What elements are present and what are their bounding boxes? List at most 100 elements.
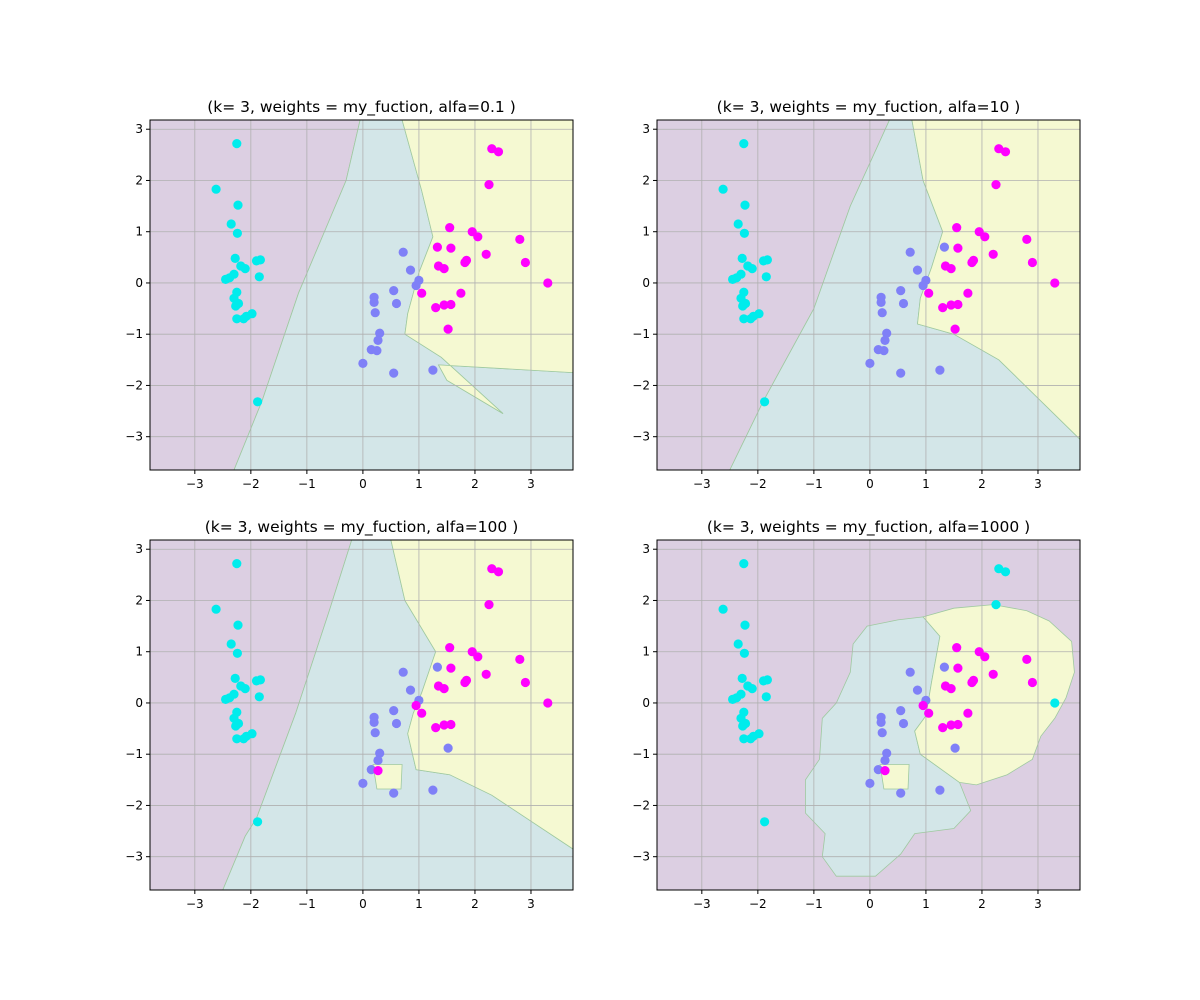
data-point [398,247,408,257]
data-point [515,234,525,244]
data-point [924,708,934,718]
y-tick-label: 3 [135,122,143,136]
data-point [484,180,494,190]
data-point [446,719,456,730]
region-class-2 [390,540,573,850]
data-point [896,788,906,798]
data-point [935,365,945,375]
data-point [373,766,383,776]
data-point [405,685,416,695]
data-point [221,694,231,705]
y-tick-label: −2 [632,798,650,812]
data-point [543,698,553,708]
x-tick-label: −2 [242,897,260,911]
x-tick-label: 3 [527,477,535,491]
data-point [739,648,750,658]
data-point [460,677,470,688]
data-point [882,328,892,338]
data-point [417,288,427,298]
data-point [446,299,456,310]
axes-frame [656,539,1081,891]
data-point [739,228,750,238]
x-tick-label: 2 [978,897,986,911]
data-point [473,652,483,662]
y-tick-label: −1 [125,327,143,341]
data-point [980,232,990,242]
data-point [370,728,380,738]
scatter-points [211,139,553,407]
data-point [232,648,242,658]
data-point [898,298,909,309]
data-point [896,368,906,378]
data-point [953,663,963,673]
data-point [520,257,531,268]
data-point [761,272,771,282]
subplot-title: (k= 3, weights = my_fuction, alfa=1000 ) [707,518,1030,537]
data-point [865,358,875,368]
y-tick-label: 1 [135,645,143,659]
data-point [747,684,757,694]
data-point [728,274,738,284]
y-tick-label: −1 [125,747,143,761]
x-tick-label: 2 [471,897,479,911]
data-point [369,297,379,307]
data-point [439,300,449,310]
y-tick-label: 2 [135,173,143,187]
x-tick-label: −2 [749,477,767,491]
decision-regions [150,540,573,890]
data-point [736,689,746,699]
data-point [898,718,909,729]
data-point [718,184,728,194]
data-point [754,729,764,739]
x-tick-label: 3 [1034,897,1042,911]
data-point [882,748,892,758]
x-tick-label: 3 [1034,477,1042,491]
x-tick-label: 0 [866,477,874,491]
data-point [963,288,973,298]
data-point [231,721,241,731]
y-tick-label: 0 [135,276,143,290]
data-point [370,308,380,318]
subplot-2: −3 −2 −1 0 1 2 3 −3 −2 −1 0 1 2 3 (k= 3, weights = my_… [632,98,1081,491]
data-point [918,280,928,291]
data-point [481,669,491,679]
data-point [484,600,494,610]
data-point [232,314,242,324]
data-point [358,358,368,368]
data-point [760,817,770,827]
data-point [737,253,747,263]
data-point [398,667,408,677]
data-point [952,223,962,233]
y-tick-label: 0 [135,696,143,710]
subplot-title: (k= 3, weights = my_fuction, alfa=100 ) [205,518,519,537]
y-tick-label: 3 [642,122,650,136]
data-point [950,324,960,334]
data-point [443,743,453,753]
data-point [240,264,250,274]
data-point [493,147,504,157]
data-point [253,397,263,407]
data-point [247,729,257,739]
data-point [460,257,470,268]
x-tick-label: 2 [471,477,479,491]
data-point [439,684,449,694]
data-point [211,184,221,194]
data-point [739,139,749,149]
data-point [988,669,998,679]
data-point [232,139,242,149]
data-point [432,662,442,672]
data-point [255,255,265,265]
data-point [439,264,449,274]
y-tick-label: 2 [135,593,143,607]
x-tick-label: 2 [978,477,986,491]
data-point [230,253,240,263]
axes-frame [149,539,574,891]
data-point [737,673,747,684]
data-point [232,559,242,569]
data-point [762,255,773,265]
data-point [493,567,504,577]
data-point [446,243,456,253]
y-tick-label: −3 [125,850,143,864]
scatter-points [718,139,1060,407]
scatter-points [211,559,553,827]
